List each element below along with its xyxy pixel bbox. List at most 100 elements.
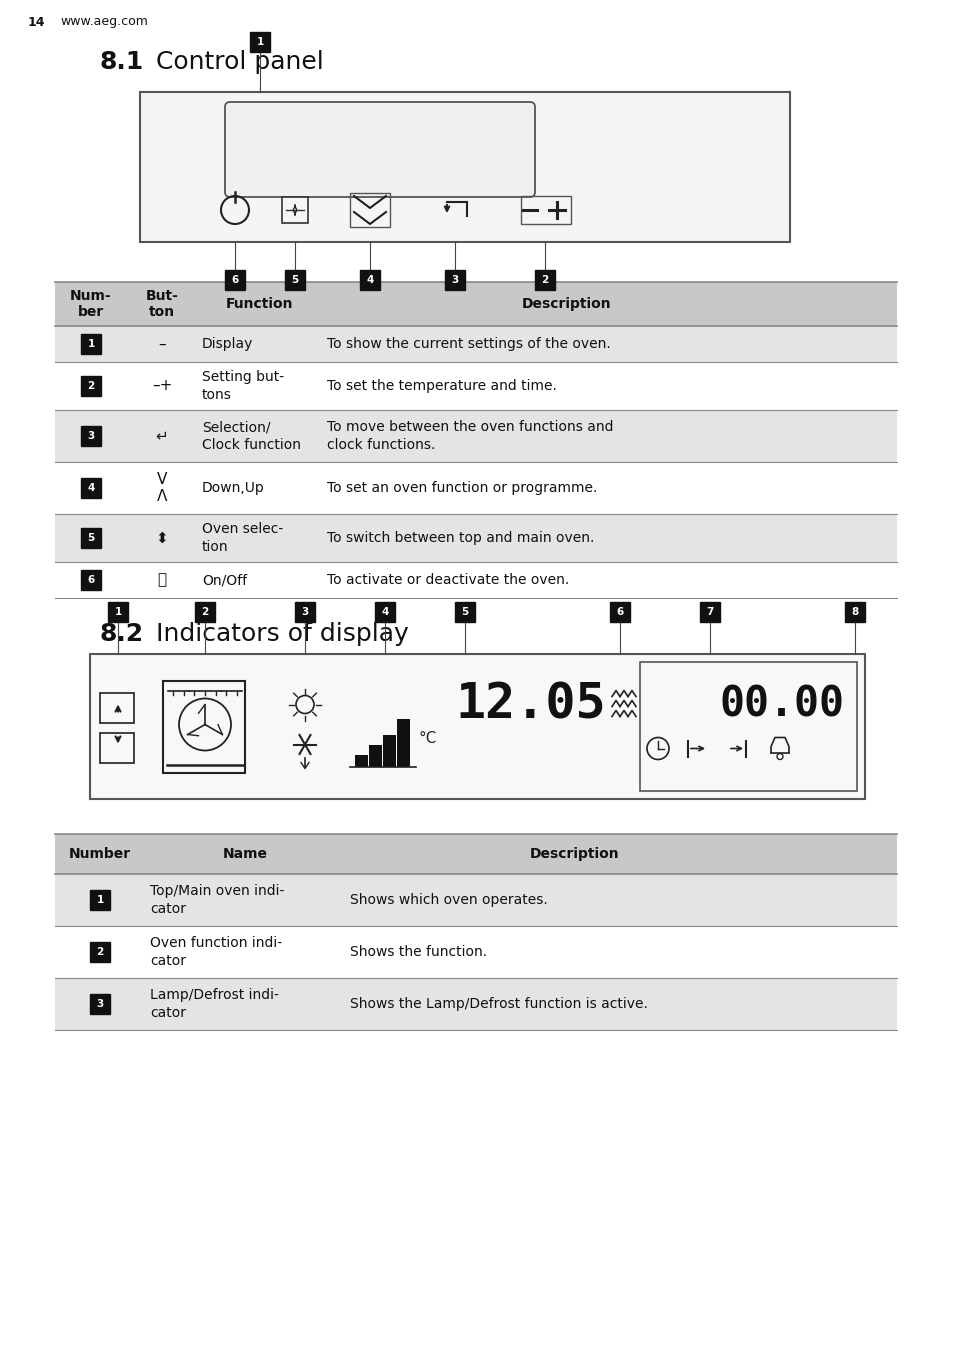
Text: 2: 2 bbox=[540, 274, 548, 285]
Bar bbox=[282, 197, 308, 223]
Text: 4: 4 bbox=[381, 607, 388, 617]
Text: –: – bbox=[158, 337, 166, 352]
Text: Selection/
Clock function: Selection/ Clock function bbox=[202, 420, 301, 452]
Text: Shows which oven operates.: Shows which oven operates. bbox=[350, 894, 547, 907]
Bar bbox=[195, 603, 214, 622]
Text: ↵: ↵ bbox=[155, 429, 168, 443]
Bar bbox=[81, 529, 100, 548]
Text: www.aeg.com: www.aeg.com bbox=[60, 15, 148, 28]
FancyBboxPatch shape bbox=[225, 101, 535, 197]
Bar bbox=[382, 734, 395, 767]
Bar bbox=[100, 692, 133, 722]
Text: Shows the Lamp/Defrost function is active.: Shows the Lamp/Defrost function is activ… bbox=[350, 996, 647, 1011]
Text: 5: 5 bbox=[291, 274, 298, 285]
Bar bbox=[360, 270, 379, 289]
Bar bbox=[81, 376, 100, 396]
Bar bbox=[610, 603, 629, 622]
Bar bbox=[81, 479, 100, 498]
Text: To show the current settings of the oven.: To show the current settings of the oven… bbox=[327, 337, 610, 352]
Bar bbox=[100, 733, 133, 763]
Text: But-
ton: But- ton bbox=[146, 289, 178, 319]
Text: Number: Number bbox=[69, 846, 131, 861]
Text: V
Λ: V Λ bbox=[156, 472, 167, 504]
Text: 5: 5 bbox=[461, 607, 468, 617]
Text: Shows the function.: Shows the function. bbox=[350, 945, 487, 959]
Text: 6: 6 bbox=[232, 274, 238, 285]
Text: Function: Function bbox=[226, 297, 293, 311]
Text: To activate or deactivate the oven.: To activate or deactivate the oven. bbox=[327, 573, 569, 587]
Bar bbox=[455, 603, 474, 622]
Text: To set an oven function or programme.: To set an oven function or programme. bbox=[327, 481, 597, 495]
Bar bbox=[55, 562, 896, 598]
Bar bbox=[109, 603, 128, 622]
Bar bbox=[369, 745, 381, 767]
Bar bbox=[355, 754, 368, 767]
Bar bbox=[140, 92, 789, 242]
Text: Down,Up: Down,Up bbox=[202, 481, 265, 495]
Bar bbox=[250, 32, 270, 51]
Text: Oven selec-
tion: Oven selec- tion bbox=[202, 522, 283, 554]
Text: Lamp/Defrost indi-
cator: Lamp/Defrost indi- cator bbox=[150, 988, 278, 1019]
Text: 00.00: 00.00 bbox=[720, 684, 844, 726]
Text: 1: 1 bbox=[114, 607, 121, 617]
Text: 2: 2 bbox=[201, 607, 209, 617]
Bar bbox=[55, 326, 896, 362]
Bar bbox=[81, 334, 100, 354]
Bar bbox=[844, 603, 863, 622]
Text: 2: 2 bbox=[88, 381, 94, 391]
Bar bbox=[225, 270, 244, 289]
Bar bbox=[55, 283, 896, 326]
Bar bbox=[55, 362, 896, 410]
Text: 7: 7 bbox=[705, 607, 713, 617]
Bar bbox=[285, 270, 304, 289]
Bar bbox=[295, 603, 314, 622]
Text: 8: 8 bbox=[850, 607, 858, 617]
Text: 3: 3 bbox=[301, 607, 309, 617]
Bar bbox=[350, 193, 390, 227]
Text: Indicators of display: Indicators of display bbox=[148, 622, 408, 646]
Text: Name: Name bbox=[222, 846, 267, 861]
Bar bbox=[396, 718, 410, 767]
Bar bbox=[55, 834, 896, 873]
Bar bbox=[445, 270, 464, 289]
Text: Description: Description bbox=[530, 846, 619, 861]
Text: Top/Main oven indi-
cator: Top/Main oven indi- cator bbox=[150, 884, 284, 915]
Text: Setting but-
tons: Setting but- tons bbox=[202, 370, 284, 402]
Bar bbox=[91, 891, 110, 910]
Text: 1: 1 bbox=[256, 37, 263, 47]
Bar bbox=[81, 426, 100, 446]
Text: 5: 5 bbox=[88, 533, 94, 544]
Text: Control panel: Control panel bbox=[148, 50, 323, 74]
Text: To switch between top and main oven.: To switch between top and main oven. bbox=[327, 531, 594, 545]
Text: 3: 3 bbox=[451, 274, 458, 285]
Text: 6: 6 bbox=[616, 607, 623, 617]
Bar bbox=[55, 462, 896, 514]
Text: 12.05: 12.05 bbox=[455, 680, 605, 729]
Bar bbox=[55, 410, 896, 462]
Bar bbox=[91, 942, 110, 961]
Bar bbox=[55, 926, 896, 977]
Bar bbox=[55, 873, 896, 926]
Bar bbox=[520, 196, 571, 224]
Text: To set the temperature and time.: To set the temperature and time. bbox=[327, 379, 557, 393]
Bar bbox=[375, 603, 395, 622]
Text: To move between the oven functions and
clock functions.: To move between the oven functions and c… bbox=[327, 420, 613, 452]
Bar bbox=[163, 680, 245, 772]
Text: °C: °C bbox=[418, 731, 436, 746]
Text: On/Off: On/Off bbox=[202, 573, 247, 587]
Bar bbox=[535, 270, 554, 289]
Text: 3: 3 bbox=[96, 999, 104, 1009]
Bar bbox=[81, 571, 100, 589]
Text: Description: Description bbox=[521, 297, 611, 311]
Text: 3: 3 bbox=[88, 431, 94, 441]
Text: ⓞ: ⓞ bbox=[157, 572, 167, 588]
Text: 1: 1 bbox=[88, 339, 94, 349]
Text: 1: 1 bbox=[96, 895, 104, 904]
Text: 6: 6 bbox=[88, 575, 94, 585]
Bar bbox=[700, 603, 719, 622]
Text: 8.1: 8.1 bbox=[100, 50, 144, 74]
Text: 8.2: 8.2 bbox=[100, 622, 144, 646]
Text: Num-
ber: Num- ber bbox=[71, 289, 112, 319]
Text: 14: 14 bbox=[28, 15, 46, 28]
Text: ⬍: ⬍ bbox=[155, 530, 168, 545]
